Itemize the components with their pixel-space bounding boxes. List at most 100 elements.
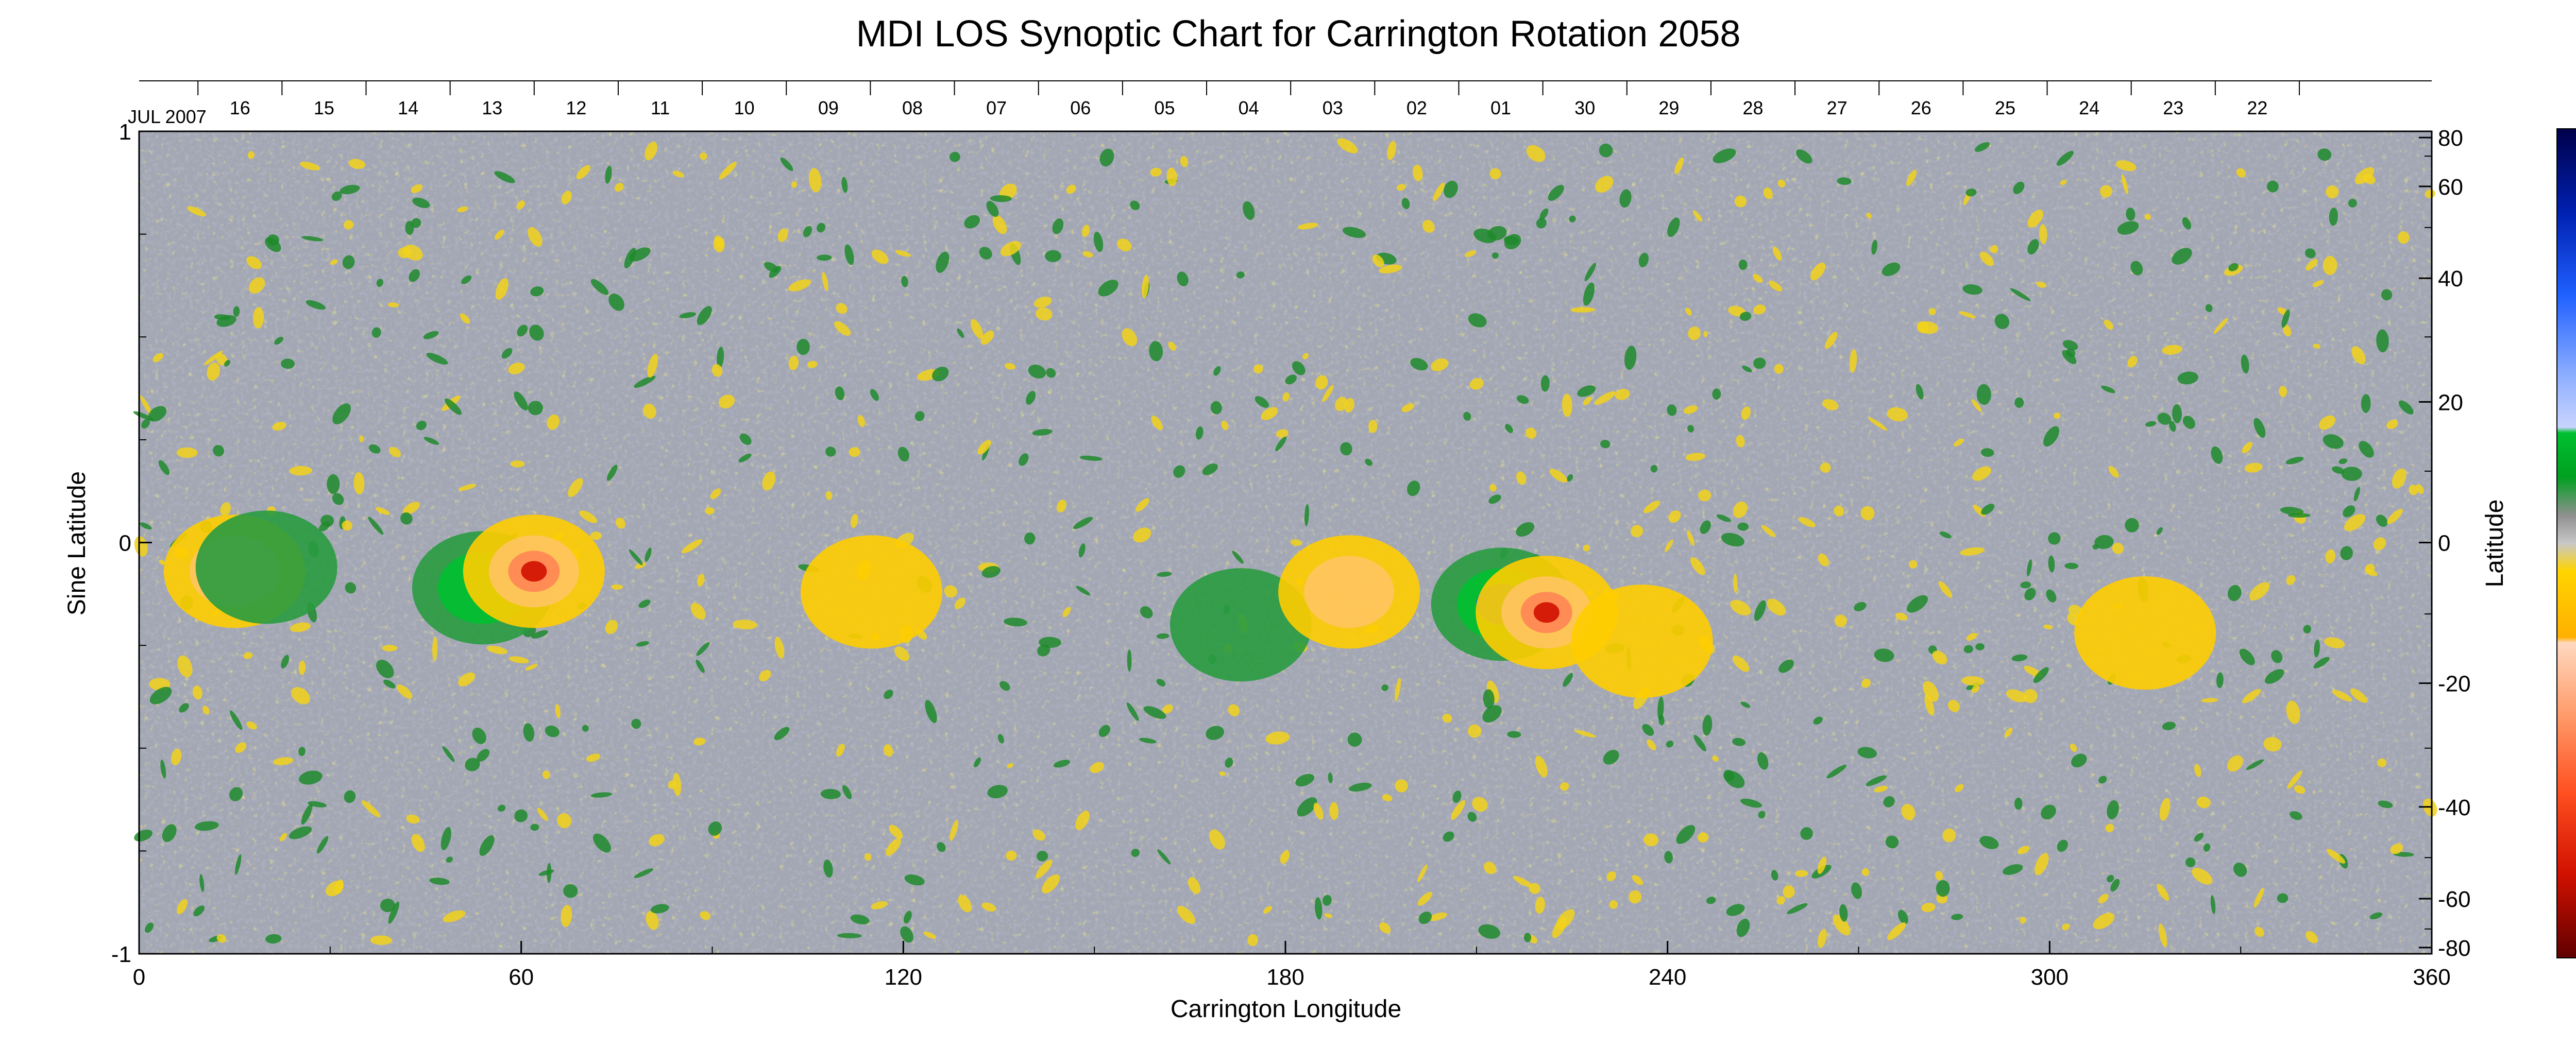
network-element: [1693, 735, 1706, 751]
network-element: [925, 699, 937, 723]
network-element: [1523, 933, 1532, 942]
network-element: [1730, 599, 1751, 616]
network-element: [1667, 404, 1677, 416]
network-element: [1657, 696, 1664, 721]
network-element: [679, 312, 697, 318]
network-element: [1026, 390, 1036, 405]
network-element: [2194, 764, 2201, 777]
network-element: [402, 502, 420, 515]
network-element: [1687, 530, 1694, 546]
network-element: [1556, 909, 1575, 930]
network-element: [1600, 439, 1611, 449]
network-element: [397, 684, 413, 699]
network-element: [459, 484, 477, 491]
network-element: [1463, 411, 1471, 421]
network-element: [1776, 896, 1785, 905]
network-element: [1417, 891, 1433, 906]
network-element: [1195, 426, 1204, 440]
network-element: [440, 827, 451, 850]
network-element: [1979, 836, 1999, 849]
network-element: [2306, 931, 2318, 943]
network-element: [2100, 185, 2112, 198]
network-element: [2283, 324, 2292, 337]
network-element: [1882, 262, 1901, 277]
network-element: [423, 437, 439, 445]
network-element: [837, 933, 862, 938]
network-element: [809, 168, 822, 193]
network-element: [1209, 829, 1225, 850]
network-element: [1062, 607, 1071, 617]
network-element: [1180, 156, 1189, 167]
network-element: [1822, 399, 1839, 410]
network-element: [411, 218, 421, 228]
network-element: [1666, 741, 1674, 748]
y-left-tick-label: -1: [111, 942, 131, 967]
network-element: [1139, 737, 1157, 744]
network-element: [981, 902, 996, 912]
network-element: [2116, 160, 2137, 171]
network-element: [1951, 914, 1963, 920]
network-element: [1874, 648, 1894, 662]
network-element: [711, 364, 723, 377]
network-element: [416, 420, 427, 431]
network-element: [2169, 421, 2176, 432]
network-element: [1981, 504, 1995, 515]
network-element: [2048, 555, 2055, 573]
network-element: [1758, 811, 1766, 819]
network-element: [140, 396, 152, 415]
network-element: [608, 294, 624, 311]
network-element: [2121, 174, 2128, 195]
network-element: [1603, 749, 1619, 765]
network-element: [817, 222, 826, 233]
network-element: [2294, 785, 2306, 794]
network-element: [299, 161, 320, 170]
network-element: [1733, 501, 1748, 518]
network-element: [582, 725, 589, 732]
month-label: JUL 2007: [128, 106, 207, 127]
network-element: [1908, 560, 1918, 569]
network-element: [1076, 586, 1091, 596]
network-element: [738, 453, 752, 462]
network-element: [2126, 208, 2136, 221]
network-element: [1344, 398, 1354, 413]
date-label: 01: [1490, 97, 1511, 118]
network-element: [2329, 208, 2338, 226]
network-element: [1033, 296, 1052, 308]
network-element: [638, 599, 651, 608]
network-element: [977, 440, 991, 455]
network-element: [1090, 762, 1104, 774]
network-element: [1980, 448, 1994, 457]
network-element: [900, 926, 913, 943]
network-element: [516, 200, 526, 210]
network-element: [361, 800, 381, 818]
network-element: [1236, 271, 1245, 279]
network-element: [2369, 912, 2383, 919]
network-element: [1177, 271, 1189, 286]
network-element: [344, 790, 356, 803]
network-element: [777, 228, 788, 242]
active-region: [1571, 585, 1713, 698]
network-element: [272, 421, 286, 431]
network-element: [1280, 850, 1290, 864]
network-element: [1702, 714, 1713, 736]
date-label: 30: [1574, 97, 1595, 118]
network-element: [718, 394, 735, 409]
network-element: [1418, 912, 1432, 924]
network-element: [2020, 581, 2031, 589]
network-element: [1032, 429, 1053, 436]
network-element: [445, 398, 462, 415]
network-element: [590, 792, 613, 798]
network-element: [823, 860, 833, 878]
network-element: [145, 922, 154, 933]
network-element: [1173, 465, 1185, 478]
network-element: [426, 353, 448, 365]
network-element: [1947, 699, 1960, 712]
network-element: [1716, 514, 1732, 522]
network-element: [857, 415, 866, 427]
network-element: [2010, 288, 2031, 301]
network-element: [605, 165, 612, 184]
network-element: [460, 313, 470, 324]
date-label: 12: [566, 97, 586, 118]
network-element: [568, 478, 583, 497]
network-element: [2351, 346, 2366, 365]
